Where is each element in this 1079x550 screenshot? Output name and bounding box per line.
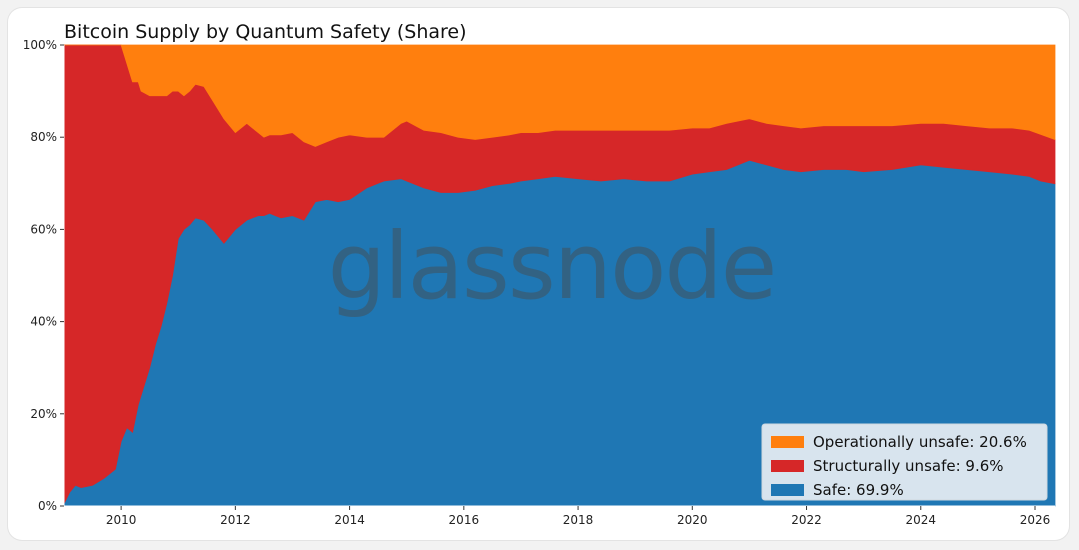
y-tick-label: 60% [30, 222, 57, 236]
x-tick-label: 2010 [106, 513, 137, 527]
y-tick-label: 20% [30, 407, 57, 421]
x-tick-label: 2016 [449, 513, 480, 527]
x-tick-label: 2020 [677, 513, 708, 527]
area-series-2 [64, 44, 1056, 147]
legend-box [761, 423, 1048, 501]
legend-label: Structurally unsafe: 9.6% [813, 457, 1004, 475]
x-tick-label: 2014 [334, 513, 365, 527]
y-tick-label: 80% [30, 130, 57, 144]
legend-swatch [771, 436, 804, 448]
watermark-text: glassnode [328, 213, 776, 320]
chart-svg: Bitcoin Supply by Quantum Safety (Share)… [23, 21, 1056, 527]
x-tick-label: 2024 [905, 513, 936, 527]
x-tick-label: 2012 [220, 513, 251, 527]
x-tick-label: 2022 [791, 513, 822, 527]
legend-swatch [771, 460, 804, 472]
legend-label: Safe: 69.9% [813, 481, 904, 499]
chart-card: Bitcoin Supply by Quantum Safety (Share)… [8, 8, 1069, 540]
y-tick-label: 100% [23, 38, 57, 52]
legend-label: Operationally unsafe: 20.6% [813, 433, 1027, 451]
chart-title: Bitcoin Supply by Quantum Safety (Share) [64, 21, 467, 43]
y-tick-label: 40% [30, 315, 57, 329]
x-tick-label: 2026 [1020, 513, 1051, 527]
x-tick-label: 2018 [563, 513, 594, 527]
legend-swatch [771, 484, 804, 496]
y-tick-label: 0% [38, 499, 57, 513]
